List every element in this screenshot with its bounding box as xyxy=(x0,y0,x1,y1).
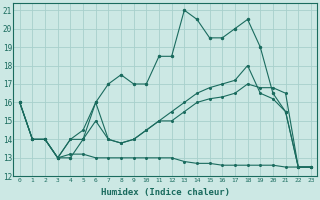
X-axis label: Humidex (Indice chaleur): Humidex (Indice chaleur) xyxy=(101,188,230,197)
